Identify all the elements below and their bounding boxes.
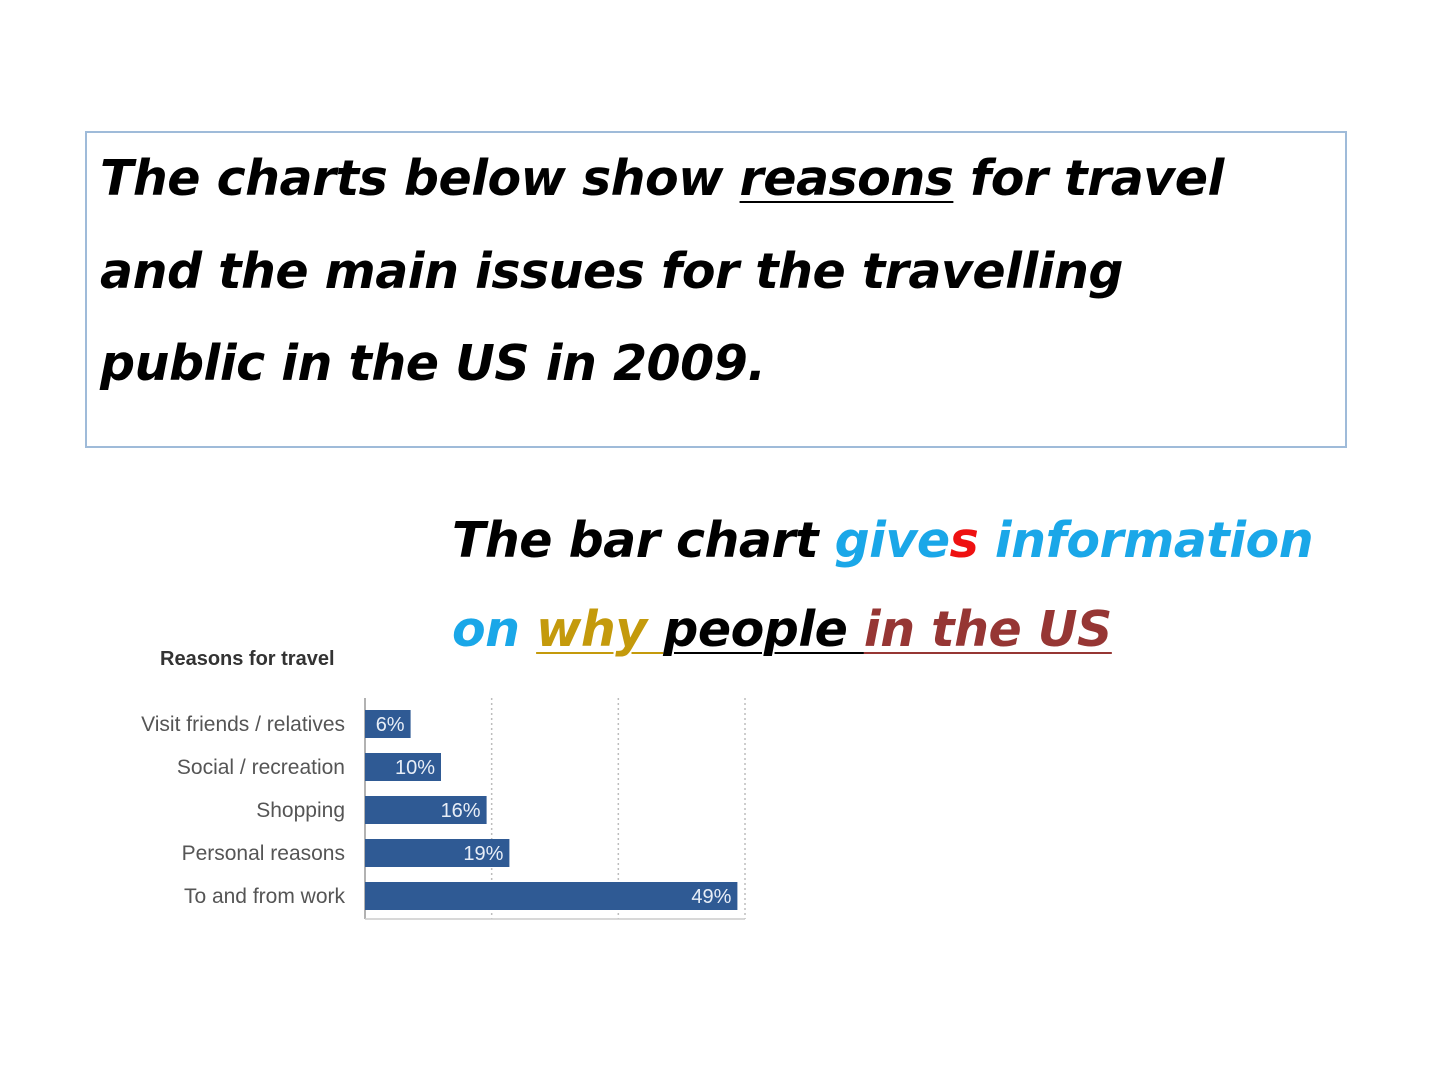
bar-value-label: 19%	[463, 843, 503, 865]
category-label: Visit friends / relatives	[141, 713, 345, 736]
prompt-line-3: public in the US in 2009.	[100, 335, 766, 392]
prompt-underlined-word: reasons	[739, 150, 954, 207]
analysis-text: The bar chart	[452, 512, 835, 569]
analysis-verb-suffix: s	[949, 512, 979, 569]
bar	[365, 796, 487, 824]
analysis-place: in the US	[863, 601, 1112, 658]
bar-value-label: 10%	[395, 757, 435, 779]
bar-value-label: 6%	[376, 714, 405, 736]
analysis-line-2: on why people in the US	[452, 601, 1112, 658]
prompt-text: The charts below show	[100, 150, 740, 207]
bar	[365, 882, 738, 910]
analysis-preposition: on	[452, 601, 537, 658]
bar-chart: Visit friends / relatives 6% Social / recr…	[141, 698, 746, 920]
analysis-people: people	[663, 601, 864, 658]
bar	[365, 710, 411, 738]
analysis-verb: give	[834, 512, 951, 569]
category-label: To and from work	[184, 885, 346, 908]
analysis-why: why	[536, 601, 664, 658]
analysis-object: information	[978, 512, 1314, 569]
bar-value-label: 49%	[691, 886, 731, 908]
category-label: Shopping	[256, 799, 345, 822]
bar	[365, 839, 510, 867]
category-label: Personal reasons	[182, 842, 345, 865]
prompt-box	[85, 131, 1347, 448]
analysis-line-1: The bar chart gives information	[452, 512, 1314, 569]
prompt-line-2: and the main issues for the travelling	[100, 243, 1124, 300]
bar	[365, 753, 441, 781]
prompt-text: for travel	[953, 150, 1224, 207]
bar-value-label: 16%	[441, 800, 481, 822]
chart-title: Reasons for travel	[160, 648, 335, 670]
prompt-line-1: The charts below show reasons for travel	[100, 150, 1224, 207]
category-label: Social / recreation	[177, 756, 345, 779]
